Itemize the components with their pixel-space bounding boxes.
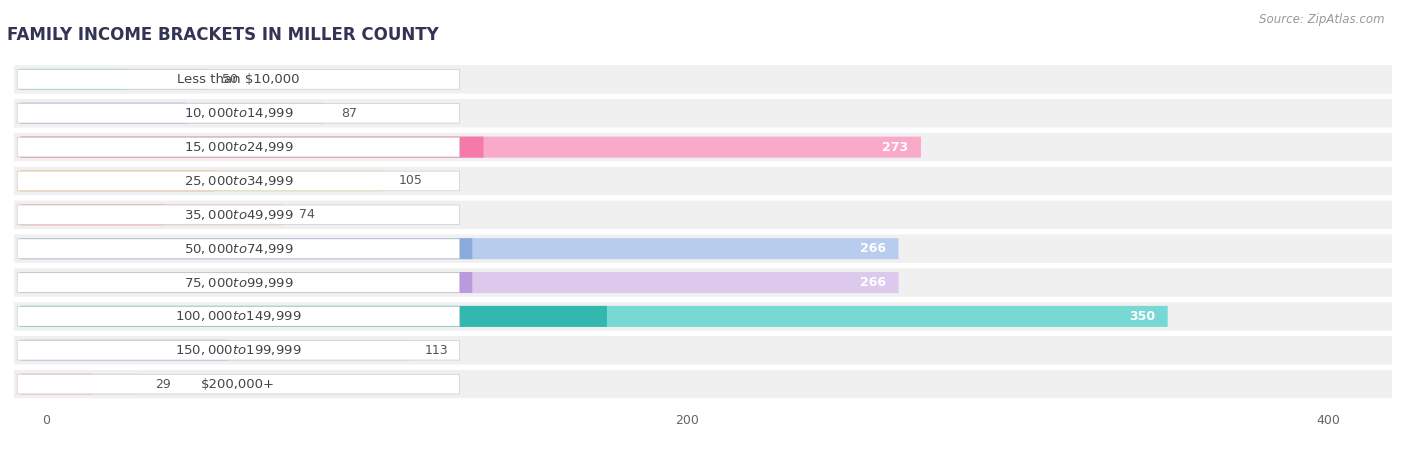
Text: 87: 87 xyxy=(340,107,357,120)
Text: FAMILY INCOME BRACKETS IN MILLER COUNTY: FAMILY INCOME BRACKETS IN MILLER COUNTY xyxy=(7,26,439,44)
FancyBboxPatch shape xyxy=(21,272,472,293)
FancyBboxPatch shape xyxy=(17,104,460,123)
Text: $200,000+: $200,000+ xyxy=(201,378,276,391)
Text: Source: ZipAtlas.com: Source: ZipAtlas.com xyxy=(1260,14,1385,27)
Text: 266: 266 xyxy=(859,242,886,255)
FancyBboxPatch shape xyxy=(21,69,127,90)
FancyBboxPatch shape xyxy=(17,306,460,326)
FancyBboxPatch shape xyxy=(21,238,472,259)
FancyBboxPatch shape xyxy=(17,137,460,157)
FancyBboxPatch shape xyxy=(14,201,1392,229)
FancyBboxPatch shape xyxy=(21,204,283,225)
Text: Less than $10,000: Less than $10,000 xyxy=(177,73,299,86)
Text: $100,000 to $149,999: $100,000 to $149,999 xyxy=(176,310,302,324)
Text: $25,000 to $34,999: $25,000 to $34,999 xyxy=(184,174,294,188)
Text: $10,000 to $14,999: $10,000 to $14,999 xyxy=(184,106,294,120)
Text: 350: 350 xyxy=(1129,310,1154,323)
Text: $75,000 to $99,999: $75,000 to $99,999 xyxy=(184,275,294,289)
Text: $150,000 to $199,999: $150,000 to $199,999 xyxy=(176,343,302,357)
FancyBboxPatch shape xyxy=(17,374,460,394)
FancyBboxPatch shape xyxy=(17,70,460,89)
FancyBboxPatch shape xyxy=(21,272,898,293)
FancyBboxPatch shape xyxy=(21,306,607,327)
Text: 105: 105 xyxy=(398,175,422,188)
FancyBboxPatch shape xyxy=(21,137,484,157)
FancyBboxPatch shape xyxy=(17,341,460,360)
FancyBboxPatch shape xyxy=(21,238,898,259)
FancyBboxPatch shape xyxy=(17,239,460,258)
FancyBboxPatch shape xyxy=(17,205,460,225)
Text: $15,000 to $24,999: $15,000 to $24,999 xyxy=(184,140,294,154)
Text: 50: 50 xyxy=(222,73,239,86)
FancyBboxPatch shape xyxy=(14,370,1392,398)
FancyBboxPatch shape xyxy=(21,374,139,395)
FancyBboxPatch shape xyxy=(21,69,207,90)
Text: $35,000 to $49,999: $35,000 to $49,999 xyxy=(184,208,294,222)
FancyBboxPatch shape xyxy=(14,133,1392,162)
Text: $50,000 to $74,999: $50,000 to $74,999 xyxy=(184,242,294,256)
FancyBboxPatch shape xyxy=(21,171,382,191)
FancyBboxPatch shape xyxy=(14,234,1392,263)
FancyBboxPatch shape xyxy=(21,374,93,395)
FancyBboxPatch shape xyxy=(17,171,460,191)
FancyBboxPatch shape xyxy=(21,103,186,124)
Text: 113: 113 xyxy=(425,344,449,357)
FancyBboxPatch shape xyxy=(14,302,1392,331)
FancyBboxPatch shape xyxy=(21,171,214,191)
Text: 266: 266 xyxy=(859,276,886,289)
Text: 74: 74 xyxy=(299,208,315,221)
FancyBboxPatch shape xyxy=(21,306,1167,327)
FancyBboxPatch shape xyxy=(21,340,408,361)
FancyBboxPatch shape xyxy=(14,336,1392,364)
FancyBboxPatch shape xyxy=(17,273,460,292)
FancyBboxPatch shape xyxy=(14,167,1392,195)
Text: 29: 29 xyxy=(155,378,170,391)
FancyBboxPatch shape xyxy=(14,65,1392,94)
FancyBboxPatch shape xyxy=(14,268,1392,297)
FancyBboxPatch shape xyxy=(14,99,1392,127)
FancyBboxPatch shape xyxy=(21,204,165,225)
FancyBboxPatch shape xyxy=(21,137,921,157)
Text: 273: 273 xyxy=(882,140,908,153)
FancyBboxPatch shape xyxy=(21,340,228,361)
FancyBboxPatch shape xyxy=(21,103,325,124)
